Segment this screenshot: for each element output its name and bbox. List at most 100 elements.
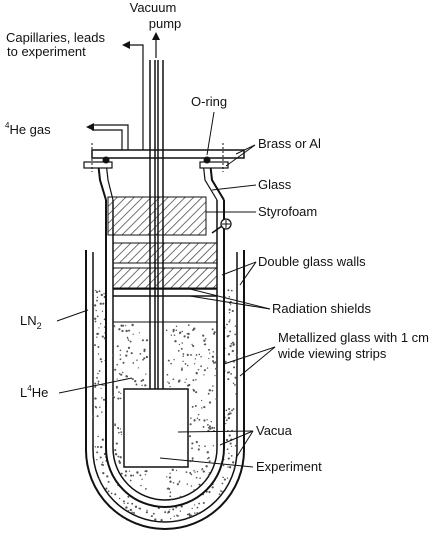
speckle-dot xyxy=(231,341,235,344)
speckle-dot xyxy=(200,356,202,358)
speckle-dot xyxy=(113,325,115,327)
speckle-dot xyxy=(122,361,125,364)
speckle-dot xyxy=(213,427,216,429)
speckle-dot xyxy=(118,328,121,331)
speckle-dot xyxy=(232,461,235,464)
speckle-dot xyxy=(150,515,153,518)
speckle-dot xyxy=(94,385,97,388)
speckle-dot xyxy=(119,456,122,459)
speckle-dot xyxy=(200,399,203,402)
speckle-dot xyxy=(99,302,102,305)
speckle-dot xyxy=(206,419,208,421)
speckle-dot xyxy=(95,309,97,312)
speckle-dot xyxy=(190,417,192,419)
speckle-dot xyxy=(141,339,144,342)
he-gas-inlet xyxy=(92,129,123,150)
speckle-dot xyxy=(233,343,236,345)
speckle-dot xyxy=(115,385,118,389)
speckle-dot xyxy=(114,449,117,452)
speckle-dot xyxy=(196,417,199,420)
label-double-glass: Double glass walls xyxy=(258,254,366,269)
speckle-dot xyxy=(229,330,232,333)
speckle-dot xyxy=(227,289,230,292)
speckle-dot xyxy=(186,353,189,357)
speckle-dot xyxy=(231,310,234,312)
speckle-dot xyxy=(97,372,99,375)
speckle-dot xyxy=(205,465,208,468)
speckle-dot xyxy=(152,512,155,515)
speckle-dot xyxy=(195,440,198,444)
speckle-dot xyxy=(124,474,127,477)
speckle-dot xyxy=(94,446,97,448)
speckle-dot xyxy=(170,498,173,500)
speckle-dot xyxy=(201,407,203,409)
speckle-dot xyxy=(121,329,124,333)
label-he-gas: 4He gas xyxy=(5,121,51,137)
speckle-dot xyxy=(228,334,230,337)
label-experiment: Experiment xyxy=(256,459,322,474)
speckle-dot xyxy=(212,385,214,387)
speckle-dot xyxy=(170,362,172,365)
speckle-dot xyxy=(233,467,235,469)
speckle-dot xyxy=(227,416,231,420)
speckle-dot xyxy=(198,418,201,421)
speckle-dot xyxy=(211,328,214,331)
speckle-dot xyxy=(198,445,200,447)
ln2-region xyxy=(92,289,238,522)
speckle-dot xyxy=(177,350,180,352)
speckle-dot xyxy=(98,290,101,293)
speckle-dot xyxy=(93,304,97,307)
speckle-dot xyxy=(106,475,109,478)
speckle-dot xyxy=(144,473,147,476)
o-ring-left xyxy=(102,156,110,164)
speckle-dot xyxy=(229,412,232,415)
speckle-dot xyxy=(229,442,232,445)
speckle-dot xyxy=(202,470,205,473)
speckle-dot xyxy=(116,345,119,348)
speckle-dot xyxy=(198,483,201,486)
he-gas-arrow-icon xyxy=(86,123,94,131)
speckle-dot xyxy=(196,470,199,473)
speckle-dot xyxy=(193,489,195,491)
speckle-dot xyxy=(222,464,225,467)
label-capillaries-2: to experiment xyxy=(7,44,86,59)
speckle-dot xyxy=(94,382,97,385)
speckle-dot xyxy=(219,490,222,492)
speckle-dot xyxy=(129,479,132,482)
speckle-dot xyxy=(230,343,233,345)
speckle-dot xyxy=(118,431,120,434)
speckle-dot xyxy=(144,384,147,387)
speckle-dot xyxy=(96,451,99,454)
speckle-dot xyxy=(119,358,122,361)
inner-dewar-outer-wall xyxy=(105,200,225,508)
speckle-dot xyxy=(103,326,106,328)
speckle-dot xyxy=(184,381,186,384)
speckle-dot xyxy=(164,511,167,514)
speckle-dot xyxy=(225,419,228,422)
speckle-dot xyxy=(138,507,141,510)
speckle-dot xyxy=(215,398,218,400)
speckle-dot xyxy=(191,447,193,450)
capillary-line xyxy=(128,44,144,150)
speckle-dot xyxy=(160,518,163,522)
label-vacuum: Vacuum xyxy=(130,0,177,15)
speckle-dot xyxy=(174,340,177,343)
speckle-dot xyxy=(212,360,215,363)
speckle-dot xyxy=(143,348,146,351)
speckle-dot xyxy=(142,379,145,382)
speckle-dot xyxy=(96,445,99,449)
speckle-dot xyxy=(209,427,212,430)
speckle-dot xyxy=(114,424,117,427)
speckle-dot xyxy=(181,367,183,370)
styrofoam-plug-3 xyxy=(112,267,218,289)
speckle-dot xyxy=(230,289,233,292)
speckle-dot xyxy=(141,478,143,481)
speckle-dot xyxy=(131,511,133,514)
leader-brass-2 xyxy=(225,144,256,167)
speckle-dot xyxy=(176,514,178,517)
speckle-dot xyxy=(145,355,149,359)
speckle-dot xyxy=(119,354,121,356)
speckle-dot xyxy=(213,361,215,364)
leader-ln2 xyxy=(56,309,89,322)
speckle-dot xyxy=(182,353,185,355)
